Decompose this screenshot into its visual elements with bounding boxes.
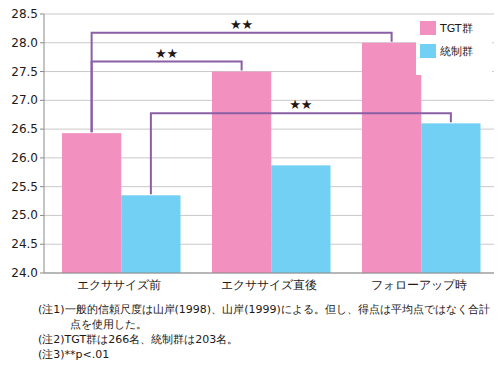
tick-label: 26.0 bbox=[11, 151, 38, 165]
tick-mark bbox=[40, 215, 44, 216]
tick-label: 25.5 bbox=[11, 180, 38, 194]
grid-line bbox=[44, 273, 494, 274]
significance-label: ★★ bbox=[155, 46, 178, 61]
tick-mark bbox=[40, 14, 44, 15]
tick-label: 27.0 bbox=[11, 93, 38, 107]
legend-box bbox=[416, 15, 492, 75]
tick-mark bbox=[40, 244, 44, 245]
tick-label: 24.5 bbox=[11, 237, 38, 251]
bar bbox=[121, 195, 180, 273]
significance-bracket bbox=[92, 33, 392, 132]
legend-label: 統制群 bbox=[440, 45, 473, 58]
y-axis bbox=[44, 14, 45, 273]
tick-label: 28.5 bbox=[11, 7, 38, 21]
significance-label: ★★ bbox=[230, 17, 253, 32]
legend: TGT群統制群 bbox=[416, 15, 492, 75]
note: (注1)一般的信頼尺度は山岸(1998)、山岸(1999)による。但し、得点は平… bbox=[38, 302, 496, 332]
category-label: エクササイズ前 bbox=[77, 278, 161, 292]
grid bbox=[44, 14, 494, 273]
bar bbox=[62, 133, 121, 273]
note: (注3)**p<.01 bbox=[38, 347, 496, 362]
tick-label: 26.5 bbox=[11, 122, 38, 136]
significance-bracket bbox=[151, 113, 451, 194]
category-label: エクササイズ直後 bbox=[221, 278, 317, 292]
legend-swatch bbox=[420, 44, 436, 58]
tick-label: 25.0 bbox=[11, 208, 38, 222]
tick-label: 27.5 bbox=[11, 65, 38, 79]
bar bbox=[212, 72, 271, 273]
category-label: フォローアップ時 bbox=[371, 278, 467, 292]
legend-label: TGT群 bbox=[439, 22, 473, 35]
tick-mark bbox=[40, 71, 44, 72]
notes: (注1)一般的信頼尺度は山岸(1998)、山岸(1999)による。但し、得点は平… bbox=[38, 302, 496, 362]
tick-mark bbox=[40, 157, 44, 158]
grid-line bbox=[44, 14, 494, 15]
bar bbox=[271, 165, 330, 273]
x-axis bbox=[44, 273, 494, 274]
legend-swatch bbox=[420, 21, 436, 35]
significance-label: ★★ bbox=[289, 97, 312, 112]
tick-mark bbox=[40, 42, 44, 43]
bar bbox=[421, 123, 480, 273]
bar bbox=[362, 43, 421, 273]
note: (注2)TGT群は266名、統制群は203名。 bbox=[38, 332, 496, 347]
tick-label: 24.0 bbox=[11, 266, 38, 280]
bars bbox=[62, 43, 481, 273]
tick-mark bbox=[40, 273, 44, 274]
significance-bracket bbox=[92, 62, 242, 133]
tick-mark bbox=[40, 186, 44, 187]
tick-label: 28.0 bbox=[11, 36, 38, 50]
tick-mark bbox=[40, 129, 44, 130]
tick-mark bbox=[40, 100, 44, 101]
